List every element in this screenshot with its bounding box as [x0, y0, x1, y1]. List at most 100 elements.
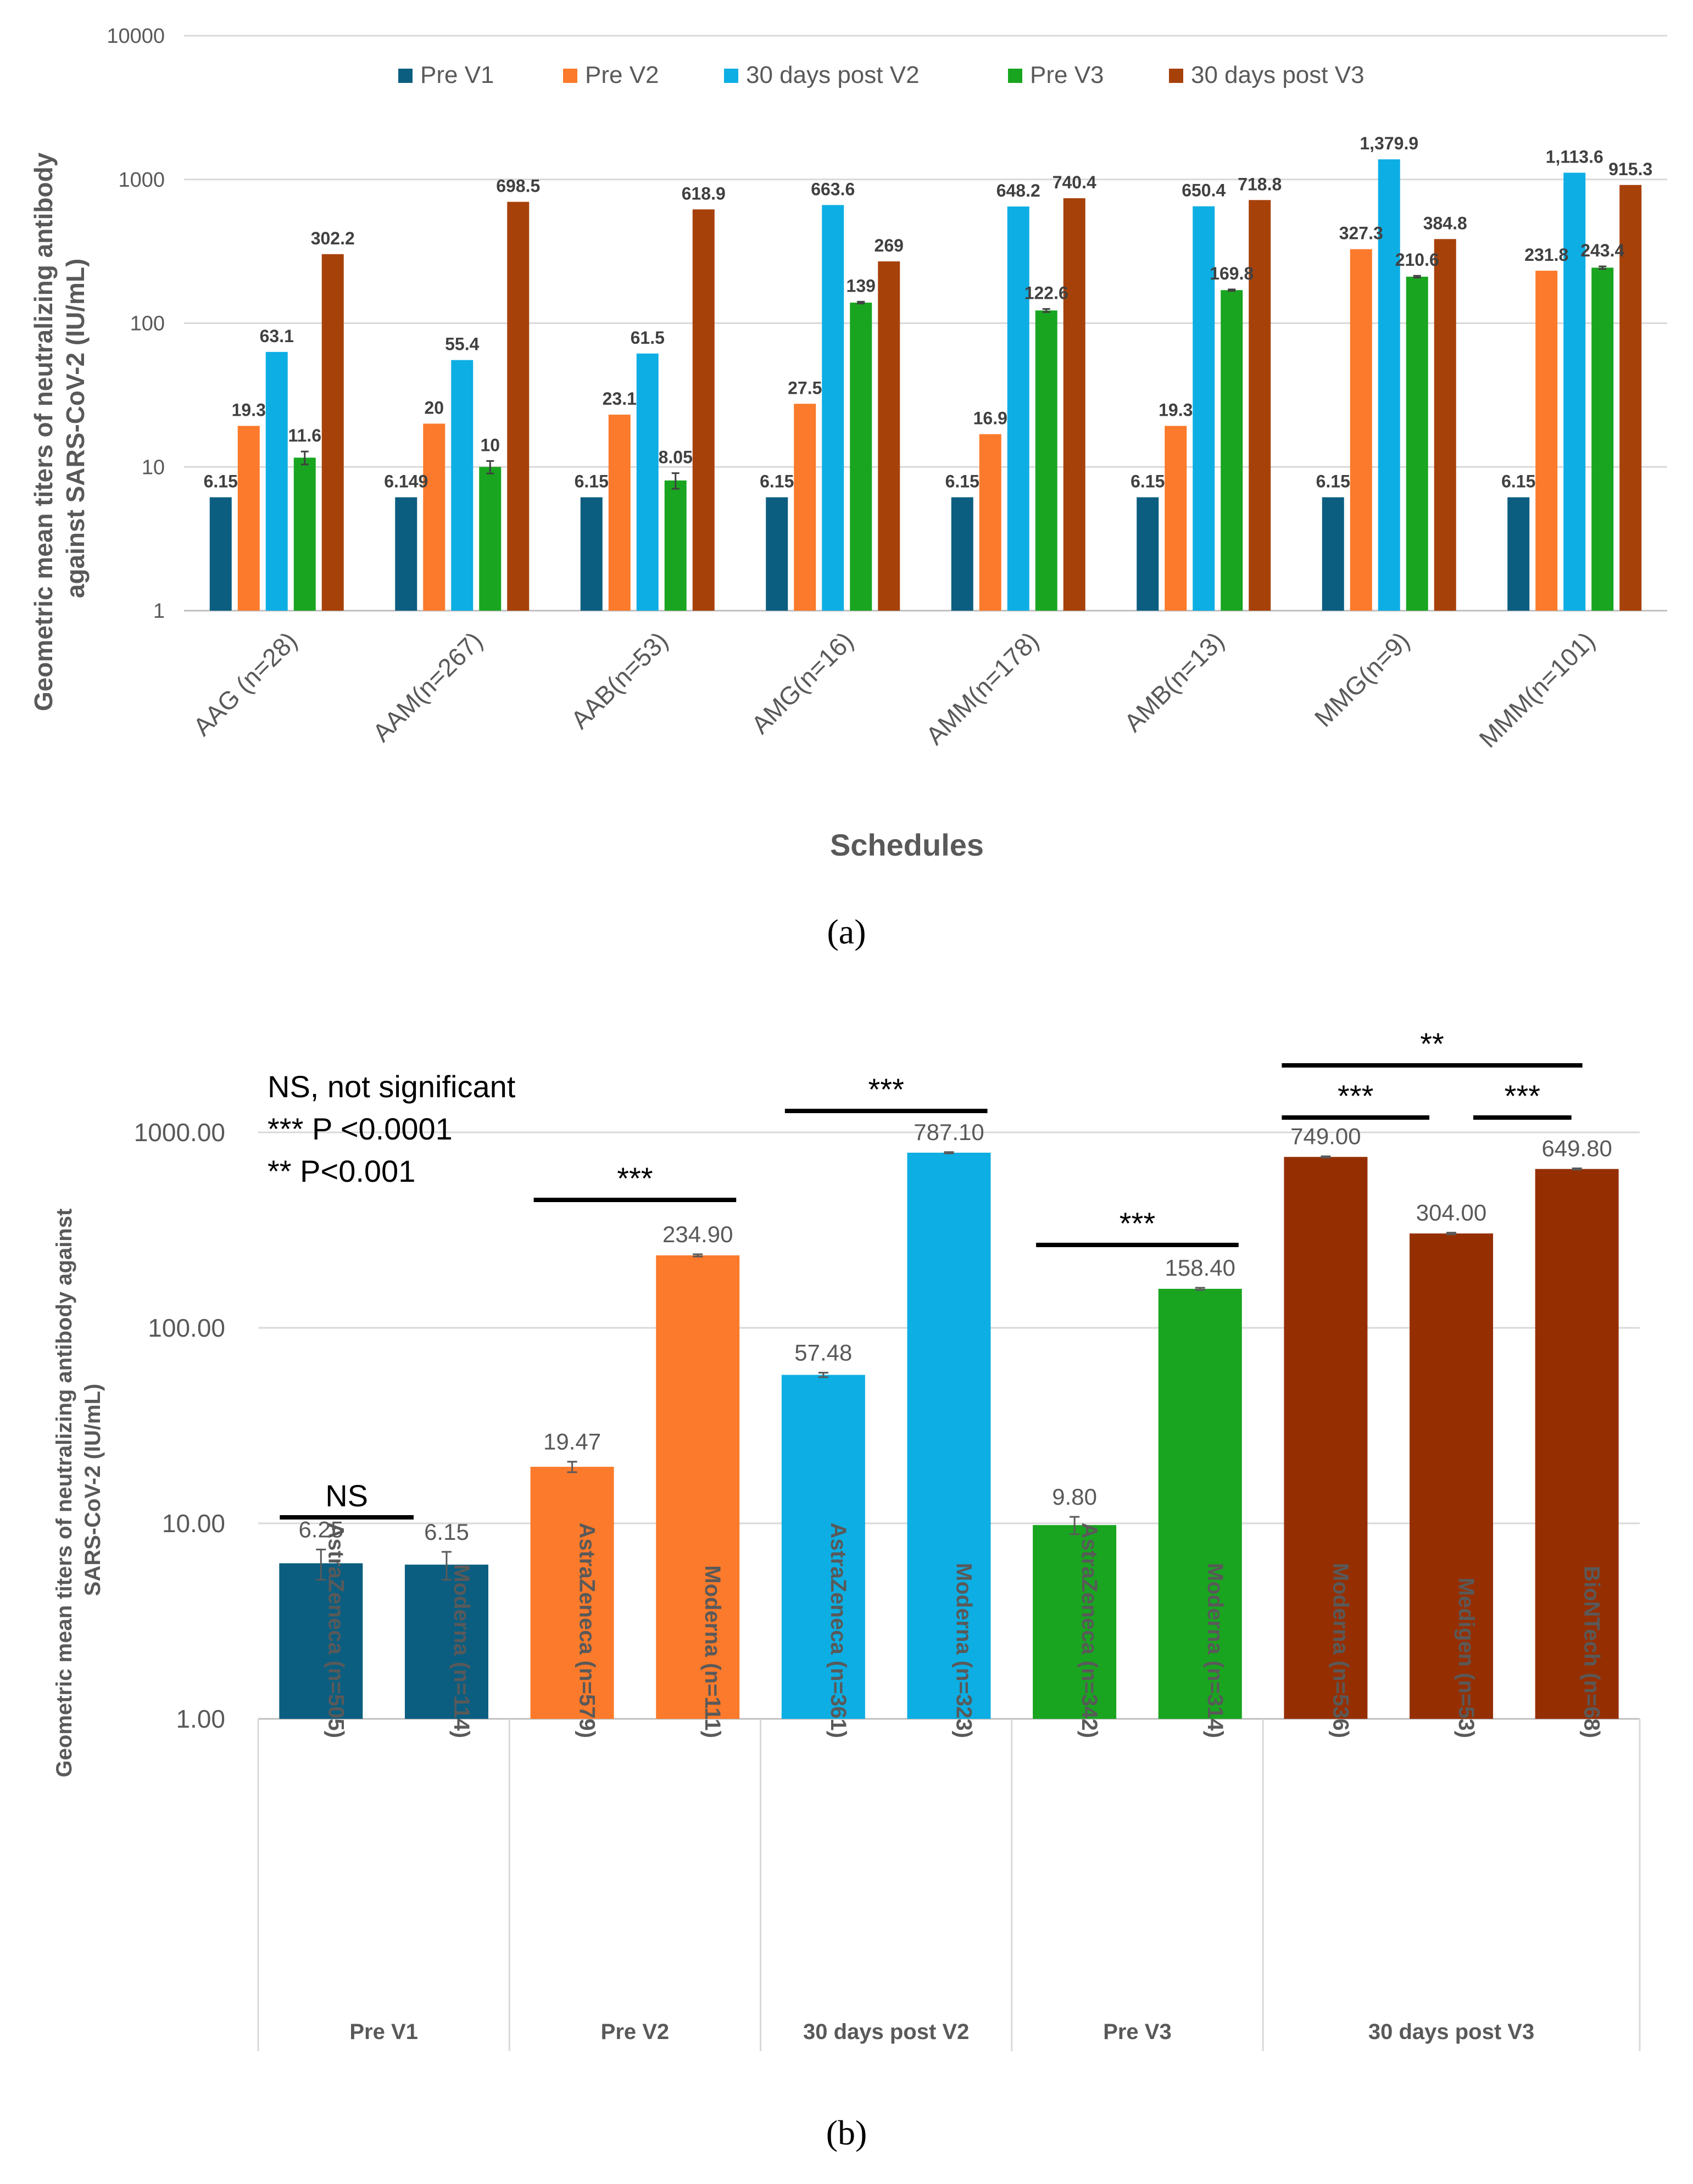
- chart-a-data-label-aab-n-53-30-days-post-v2: 61.5: [631, 328, 665, 348]
- chart-b-significance-annotations: NS************ *****: [280, 1026, 1583, 1520]
- chart-b-bar-pre-v1-astrazeneca-n-505: [279, 1563, 363, 1719]
- chart-a-bar-mmm-n-101-pre-v2: [1535, 270, 1558, 611]
- chart-b-category-label-moderna-n-314: Moderna (n=314): [1203, 1563, 1227, 1738]
- chart-b-category-label-moderna-n-323: Moderna (n=323): [952, 1563, 976, 1738]
- chart-b-data-label-pre-v1-moderna-n-114: 6.15: [424, 1519, 469, 1545]
- chart-b-bar-pre-v3-astrazeneca-n-342: [1033, 1525, 1117, 1719]
- chart-b-data-label-pre-v3-moderna-n-314: 158.40: [1165, 1255, 1235, 1281]
- chart-b-data-label-30-days-post-v3-medigen-n-53: 304.00: [1416, 1200, 1486, 1226]
- chart-a-data-label-mmm-n-101-pre-v3: 243.4: [1580, 241, 1624, 260]
- chart-a-data-label-mmg-n-9-30-days-post-v3: 384.8: [1423, 213, 1467, 233]
- chart-b-bar-pre-v3-moderna-n-314: [1158, 1288, 1242, 1719]
- chart-a-data-label-aag-n-28-pre-v1: 6.15: [204, 472, 238, 491]
- chart-a-bar-aam-n-267-30-days-post-v2: [451, 360, 474, 611]
- chart-a-bar-mmm-n-101-30-days-post-v3: [1619, 185, 1642, 611]
- chart-a-bar-amm-n-178-pre-v1: [951, 497, 973, 611]
- chart-b-group-label-30-days-post-v3: 30 days post V3: [1368, 2020, 1534, 2044]
- chart-a-bar-amm-n-178-30-days-post-v3: [1063, 198, 1085, 611]
- chart-b-significance-label: ***: [1120, 1206, 1155, 1241]
- chart-a-bar-mmm-n-101-30-days-post-v2: [1563, 172, 1586, 611]
- chart-b-y-tick-10-00: 10.00: [162, 1509, 225, 1538]
- chart-a-bar-aag-n-28-pre-v2: [237, 426, 260, 611]
- chart-a-data-label-aab-n-53-pre-v2: 23.1: [603, 389, 637, 409]
- chart-b-bar-pre-v2-moderna-n-111: [656, 1255, 740, 1719]
- panel-a-caption: (a): [827, 912, 866, 951]
- chart-a-bar-aam-n-267-pre-v2: [423, 423, 445, 611]
- chart-a-bar-aab-n-53-pre-v1: [580, 497, 603, 611]
- chart-b-y-axis-title: Geometric mean titers of neutralizing an…: [52, 1203, 105, 1778]
- chart-a-legend-label-30-days-post-v3: 30 days post V3: [1191, 62, 1365, 88]
- chart-b-bar-30-days-post-v3-moderna-n-536: [1284, 1157, 1368, 1719]
- panel-b-caption: (b): [826, 2113, 867, 2152]
- chart-a-legend-swatch-pre-v3: [1008, 69, 1022, 83]
- chart-b-note-3: ** P<0.001: [268, 1154, 415, 1188]
- chart-b-data-label-pre-v3-astrazeneca-n-342: 9.80: [1052, 1484, 1097, 1510]
- chart-a-bar-mmg-n-9-pre-v2: [1350, 249, 1372, 611]
- chart-a-data-label-aag-n-28-30-days-post-v2: 63.1: [260, 326, 294, 346]
- chart-b-significance-label: ***: [868, 1072, 904, 1107]
- chart-a-data-label-aam-n-267-pre-v1: 6.149: [384, 472, 428, 491]
- chart-b-y-tick-1-00: 1.00: [176, 1705, 225, 1733]
- chart-b-data-label-30-days-post-v2-astrazeneca-n-361: 57.48: [794, 1340, 852, 1366]
- chart-a-data-label-aag-n-28-pre-v2: 19.3: [232, 400, 266, 420]
- chart-a-data-label-amb-n-13-pre-v3: 169.8: [1210, 264, 1254, 283]
- chart-a-bar-amb-n-13-pre-v3: [1221, 290, 1243, 611]
- chart-a-bar-mmg-n-9-30-days-post-v2: [1378, 159, 1400, 611]
- chart-a-data-label-amg-n-16-30-days-post-v3: 269: [875, 236, 904, 255]
- chart-b-y-tick-1000-00: 1000.00: [134, 1118, 225, 1147]
- chart-a-bar-aag-n-28-pre-v1: [209, 497, 232, 611]
- chart-b-significance-label: NS: [325, 1478, 368, 1513]
- chart-a-y-tick-10: 10: [142, 456, 165, 479]
- chart-b-group-label-pre-v1: Pre V1: [349, 2020, 418, 2044]
- chart-a-bar-aam-n-267-30-days-post-v3: [507, 202, 530, 611]
- chart-a-legend-label-pre-v2: Pre V2: [585, 62, 659, 88]
- chart-a-data-label-mmg-n-9-pre-v3: 210.6: [1395, 250, 1439, 270]
- chart-a-data-label-mmm-n-101-30-days-post-v2: 1,113.6: [1546, 147, 1603, 167]
- chart-a-data-label-amb-n-13-pre-v1: 6.15: [1130, 472, 1165, 491]
- chart-a-bar-mmm-n-101-pre-v1: [1507, 497, 1530, 611]
- chart-b-data-label-30-days-post-v3-biontech-n-68: 649.80: [1541, 1135, 1612, 1161]
- chart-b-category-axis: AstraZeneca (n=505) Moderna (n=114) AstraZ…: [257, 1523, 1641, 2051]
- chart-b-significance-label: ***: [1338, 1079, 1373, 1113]
- chart-b-bar-30-days-post-v2-astrazeneca-n-361: [781, 1375, 865, 1719]
- chart-b-data-label-30-days-post-v3-moderna-n-536: 749.00: [1290, 1124, 1361, 1149]
- chart-b-category-label-moderna-n-114: Moderna (n=114): [449, 1564, 474, 1738]
- chart-b-group-label-30-days-post-v2: 30 days post V2: [803, 2020, 969, 2044]
- chart-a-data-label-amm-n-178-pre-v3: 122.6: [1024, 283, 1068, 303]
- chart-a-data-label-mmg-n-9-pre-v2: 327.3: [1339, 224, 1383, 243]
- chart-b-category-label-astrazeneca-n-505: AstraZeneca (n=505): [324, 1523, 348, 1738]
- chart-a-bar-amm-n-178-pre-v3: [1035, 310, 1057, 611]
- chart-a-legend-label-pre-v3: Pre V3: [1030, 62, 1104, 88]
- chart-b-bar-30-days-post-v2-moderna-n-323: [907, 1153, 991, 1719]
- chart-b-significance-label: ***: [1505, 1079, 1540, 1113]
- chart-a-bar-amg-n-16-30-days-post-v3: [878, 261, 900, 611]
- chart-a-data-label-mmm-n-101-pre-v2: 231.8: [1524, 245, 1568, 265]
- chart-b-data-labels: 6.25 6.15 19.47 234.90 57.48 787.10 9.80 158.40…: [298, 1119, 1612, 1545]
- chart-b-data-label-pre-v1-astrazeneca-n-505: 6.25: [298, 1517, 343, 1543]
- chart-b-group-label-pre-v2: Pre V2: [601, 2020, 670, 2044]
- chart-a-data-label-amm-n-178-30-days-post-v3: 740.4: [1052, 172, 1096, 192]
- chart-b-category-label-moderna-n-536: Moderna (n=536): [1328, 1563, 1352, 1738]
- chart-b-bar-pre-v1-moderna-n-114: [404, 1565, 488, 1719]
- chart-a-legend-swatch-30-days-post-v3: [1169, 69, 1183, 83]
- chart-a-legend: Pre V1 Pre V2 30 days post V2 Pre V3 30 days…: [398, 62, 1365, 88]
- chart-a-bar-aag-n-28-30-days-post-v3: [321, 254, 344, 611]
- chart-a-y-tick-100: 100: [130, 312, 165, 336]
- chart-a-data-label-aag-n-28-pre-v3: 11.6: [288, 426, 321, 445]
- chart-b-category-label-astrazeneca-n-342: AstraZeneca (n=342): [1077, 1523, 1101, 1738]
- chart-b-note-1: NS, not significant: [268, 1069, 516, 1104]
- chart-a-legend-label-pre-v1: Pre V1: [420, 62, 494, 88]
- chart-b-category-label-medigen-n-53: Medigen (n=53): [1454, 1578, 1478, 1738]
- chart-a-data-label-aab-n-53-30-days-post-v3: 618.9: [682, 183, 726, 203]
- chart-a-data-label-amb-n-13-30-days-post-v2: 650.4: [1182, 181, 1226, 200]
- chart-a-bar-mmg-n-9-pre-v3: [1406, 276, 1428, 611]
- chart-b-y-axis-title-line1: Geometric mean titers of neutralizing an…: [52, 1209, 76, 1778]
- chart-a-data-label-amg-n-16-30-days-post-v2: 663.6: [811, 179, 855, 199]
- chart-b-legend-notes: NS, not significant *** P <0.0001 ** P<0.0…: [268, 1069, 516, 1188]
- chart-a-bar-amg-n-16-pre-v1: [766, 497, 788, 611]
- chart-b: 1.00 10.00 100.00 1000.00 6.25 6.15 19.47 234.…: [52, 1026, 1641, 2051]
- chart-a-y-tick-10000: 10000: [107, 25, 165, 48]
- chart-b-bar-pre-v2-astrazeneca-n-579: [530, 1466, 614, 1719]
- chart-a-bar-amb-n-13-30-days-post-v2: [1193, 206, 1215, 611]
- chart-a-bar-aab-n-53-30-days-post-v3: [692, 209, 715, 611]
